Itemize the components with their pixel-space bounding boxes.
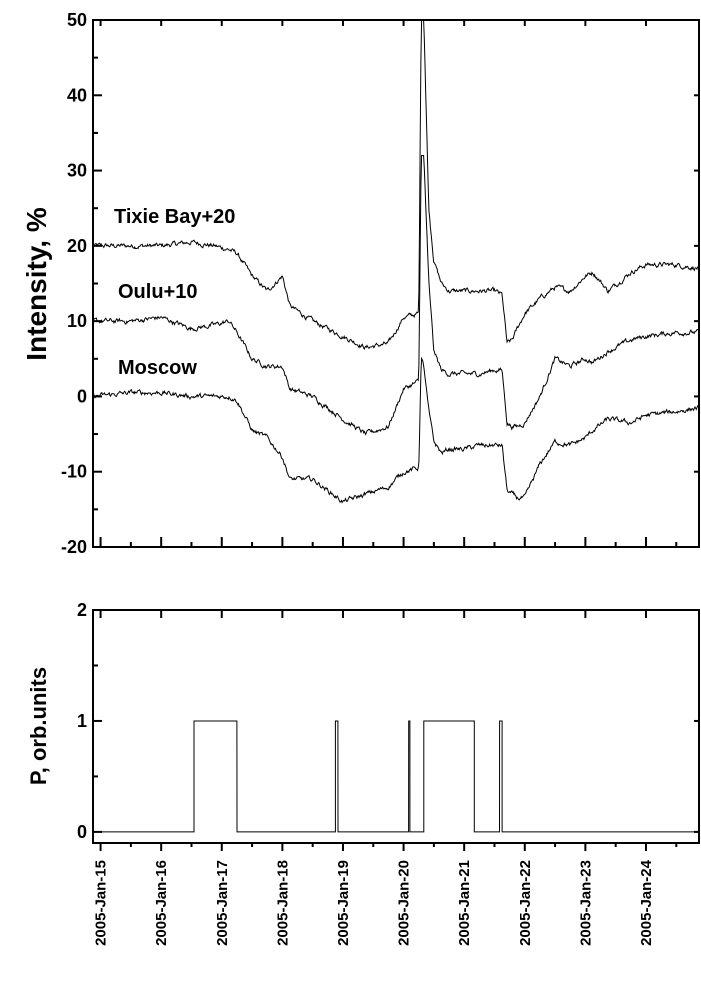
- x-tick-label: 2005-Jan-20: [396, 860, 413, 946]
- x-tick-label: 2005-Jan-21: [456, 860, 473, 946]
- series-label-tixie-bay: Tixie Bay+20: [114, 206, 235, 228]
- x-tick-label: 2005-Jan-24: [638, 859, 655, 946]
- p-axis-ticks: 0 1 2: [77, 600, 699, 851]
- x-tick-label: 2005-Jan-18: [274, 860, 291, 946]
- y-tick-label: -20: [61, 537, 87, 557]
- intensity-panel: -20 -10 0 10 20 30 40 50 Intensity, % Tixie Bay…: [21, 10, 700, 557]
- y-tick-label: 20: [67, 236, 87, 256]
- intensity-traces: [92, 19, 700, 504]
- y-tick-label: 30: [67, 161, 87, 181]
- trace-tixie-bay: [92, 19, 700, 351]
- x-tick-label: 2005-Jan-19: [335, 860, 352, 946]
- x-tick-label: 2005-Jan-22: [517, 860, 534, 946]
- p-plot-frame: [92, 609, 700, 844]
- y-tick-label: -10: [61, 462, 87, 482]
- intensity-axis-ticks: -20 -10 0 10 20 30 40 50: [61, 10, 699, 557]
- y-tick-label: 50: [67, 10, 87, 30]
- series-label-oulu: Oulu+10: [118, 281, 197, 303]
- x-tick-label: 2005-Jan-16: [153, 860, 170, 946]
- trace-moscow: [92, 356, 700, 504]
- y-tick-label: 40: [67, 85, 87, 105]
- y-tick-label: 0: [77, 386, 87, 406]
- p-panel: 0 1 2 P, orb.units: [26, 600, 700, 851]
- x-tick-label: 2005-Jan-17: [214, 860, 231, 946]
- intensity-y-axis-title: Intensity, %: [21, 207, 52, 361]
- trace-oulu: [92, 155, 700, 436]
- x-tick-label: 2005-Jan-23: [577, 860, 594, 946]
- p-step-trace: [93, 720, 699, 833]
- x-tick-label: 2005-Jan-15: [93, 860, 110, 946]
- y-tick-label: 2: [77, 600, 87, 620]
- p-y-axis-title: P, orb.units: [26, 667, 51, 785]
- series-label-moscow: Moscow: [118, 357, 197, 379]
- x-axis-date-labels: 2005-Jan-15 2005-Jan-16 2005-Jan-17 2005-Ja…: [93, 859, 655, 946]
- y-tick-label: 10: [67, 311, 87, 331]
- y-tick-label: 1: [77, 711, 87, 731]
- y-tick-label: 0: [77, 822, 87, 842]
- p-traces: [93, 720, 699, 833]
